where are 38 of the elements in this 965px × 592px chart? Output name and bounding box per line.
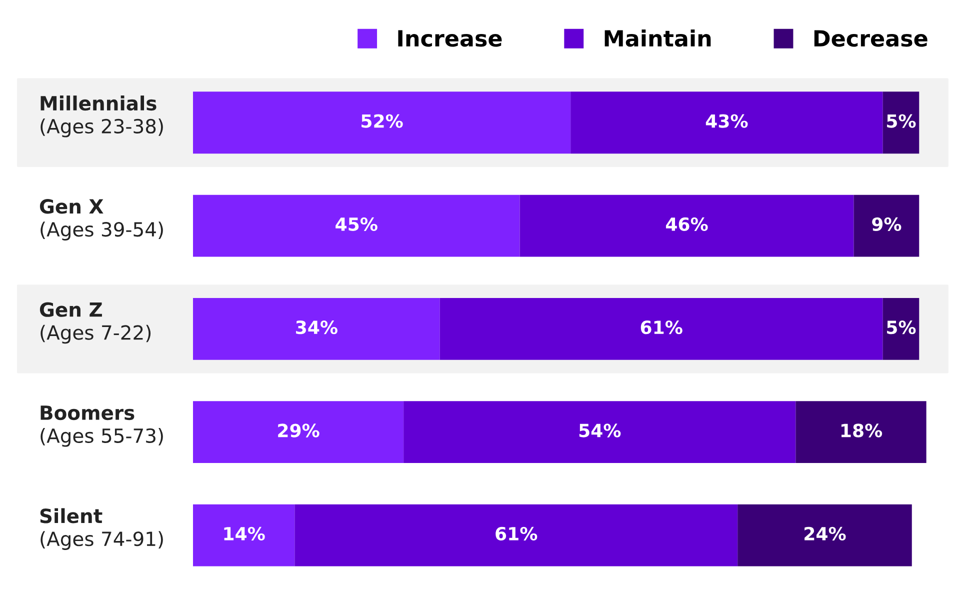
data-label: 61% [496,526,538,540]
data-label: 34% [296,320,338,334]
y-tick-label: Gen X (Ages 39-54) [40,199,163,240]
data-label: 18% [841,424,882,438]
y-tick-label: Silent (Ages 74-91) [40,508,163,550]
data-label: 54% [579,424,621,438]
bar [440,298,883,360]
data-label: 61% [640,320,682,334]
bar [193,401,404,464]
bar [193,92,571,154]
bar [796,401,926,464]
bar [193,298,440,360]
bar [193,504,295,566]
bar [520,194,854,257]
data-label: 46% [666,217,708,232]
data-label: 43% [706,114,748,128]
bar [854,194,920,257]
data-label: 14% [224,526,265,540]
legend-label: Decrease [814,30,928,47]
bar [193,194,520,257]
y-tick-label: Boomers (Ages 55-73) [40,406,163,447]
bar [404,401,796,464]
bar [738,504,912,566]
bar [882,298,920,360]
data-label: 5% [887,114,916,128]
data-label: 45% [336,217,378,232]
data-label: 24% [804,526,846,540]
data-label: 5% [887,320,916,334]
bar [294,504,738,566]
legend-label: Maintain [604,30,711,47]
bar [882,92,920,154]
bar [570,92,883,154]
y-tick-label: Millennials (Ages 23-38) [40,96,163,138]
data-label: 52% [362,114,403,128]
data-label: 9% [872,217,902,232]
y-tick-label: Gen Z (Ages 7-22) [40,302,151,344]
legend-label: Increase [398,30,502,47]
data-label: 29% [278,424,320,438]
